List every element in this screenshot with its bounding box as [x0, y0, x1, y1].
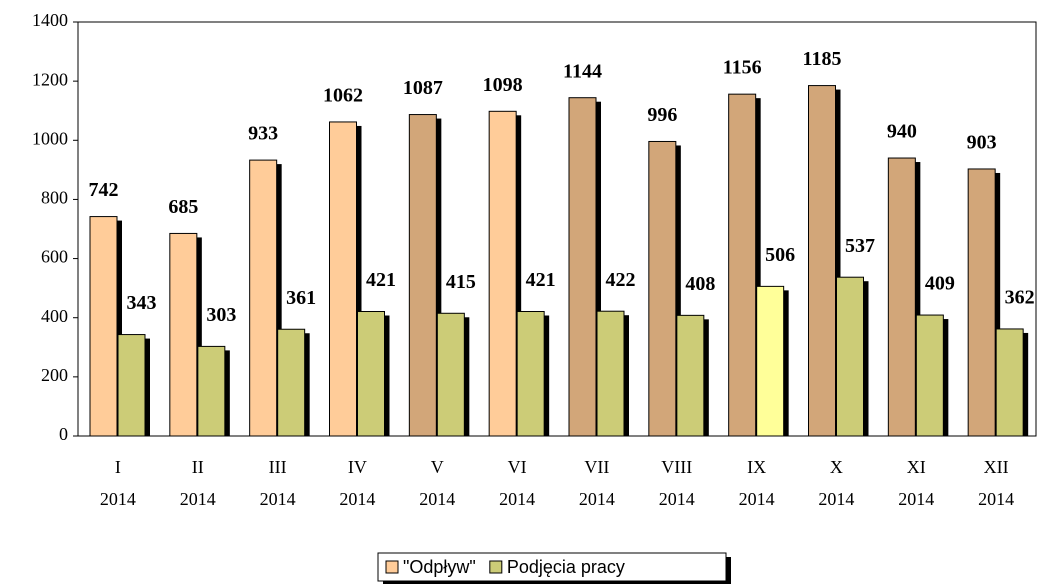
value-label: 1087 [403, 77, 443, 99]
x-tick-label: 2014 [260, 489, 296, 509]
y-tick-label: 1000 [32, 128, 68, 148]
x-tick-label: XII [984, 457, 1009, 477]
value-label: 362 [1005, 287, 1035, 309]
bar [995, 328, 1024, 437]
legend-label: Podjęcia pracy [507, 557, 625, 577]
bar [915, 314, 944, 437]
x-tick-label: 2014 [739, 489, 775, 509]
value-label: 1156 [723, 57, 762, 79]
value-label: 933 [248, 123, 278, 145]
y-tick-label: 400 [41, 306, 68, 326]
value-label: 996 [647, 104, 677, 126]
x-tick-label: V [431, 457, 444, 477]
value-label: 1185 [803, 48, 842, 70]
x-tick-label: VIII [661, 457, 692, 477]
value-label: 409 [925, 273, 955, 295]
x-tick-label: 2014 [499, 489, 535, 509]
value-label: 421 [526, 269, 556, 291]
y-tick-label: 1200 [32, 69, 68, 89]
x-tick-label: XI [907, 457, 926, 477]
bar [488, 110, 517, 437]
plot-frame [77, 21, 1037, 437]
x-tick-label: I [115, 457, 121, 477]
value-label: 506 [765, 244, 795, 266]
x-tick-label: 2014 [579, 489, 615, 509]
value-label: 343 [127, 292, 157, 314]
x-tick-label: 2014 [898, 489, 934, 509]
bar [117, 334, 146, 437]
x-tick-label: II [192, 457, 204, 477]
x-tick-label: X [830, 457, 843, 477]
x-tick-label: 2014 [659, 489, 695, 509]
bar [568, 97, 597, 437]
bar [357, 311, 385, 437]
bar [596, 310, 625, 437]
bar [329, 121, 357, 437]
bar [436, 312, 465, 437]
bar [169, 232, 198, 437]
bar [808, 85, 836, 437]
legend-label: "Odpływ" [403, 557, 476, 577]
bar [277, 328, 306, 437]
value-label: 903 [967, 132, 997, 154]
y-tick-label: 1400 [32, 10, 68, 30]
x-tick-label: 2014 [419, 489, 455, 509]
x-tick-label: IX [747, 457, 766, 477]
bar [676, 314, 705, 437]
bar [197, 345, 226, 437]
bar [967, 168, 996, 437]
x-tick-label: 2014 [978, 489, 1014, 509]
legend-swatch [385, 560, 399, 574]
x-tick-label: III [269, 457, 287, 477]
bar [249, 159, 278, 437]
x-tick-label: 2014 [339, 489, 375, 509]
value-label: 303 [206, 304, 236, 326]
x-tick-label: 2014 [100, 489, 136, 509]
bar [887, 157, 916, 437]
bar [89, 216, 118, 437]
value-label: 421 [366, 269, 396, 291]
y-tick-label: 800 [41, 188, 68, 208]
bar [516, 311, 545, 437]
bar [728, 93, 757, 437]
value-label: 1062 [323, 85, 363, 107]
value-label: 415 [446, 271, 476, 293]
legend-swatch [489, 560, 503, 574]
x-tick-label: 2014 [818, 489, 854, 509]
value-label: 742 [89, 179, 119, 201]
value-label: 361 [286, 287, 316, 309]
x-tick-label: VI [508, 457, 527, 477]
value-label: 1144 [563, 60, 602, 82]
bar [648, 140, 677, 437]
x-tick-label: VII [584, 457, 609, 477]
value-label: 685 [168, 196, 198, 218]
legend-box [377, 552, 727, 582]
value-label: 422 [606, 269, 636, 291]
value-label: 940 [887, 121, 917, 143]
value-label: 1098 [483, 74, 523, 96]
x-tick-label: 2014 [180, 489, 216, 509]
value-label: 408 [685, 273, 715, 295]
bar [836, 276, 864, 437]
bar [756, 285, 785, 437]
y-tick-label: 200 [41, 365, 68, 385]
value-label: 537 [845, 235, 875, 257]
x-tick-label: IV [348, 457, 367, 477]
y-tick-label: 600 [41, 247, 68, 267]
bar [408, 114, 437, 437]
y-tick-label: 0 [59, 424, 68, 444]
